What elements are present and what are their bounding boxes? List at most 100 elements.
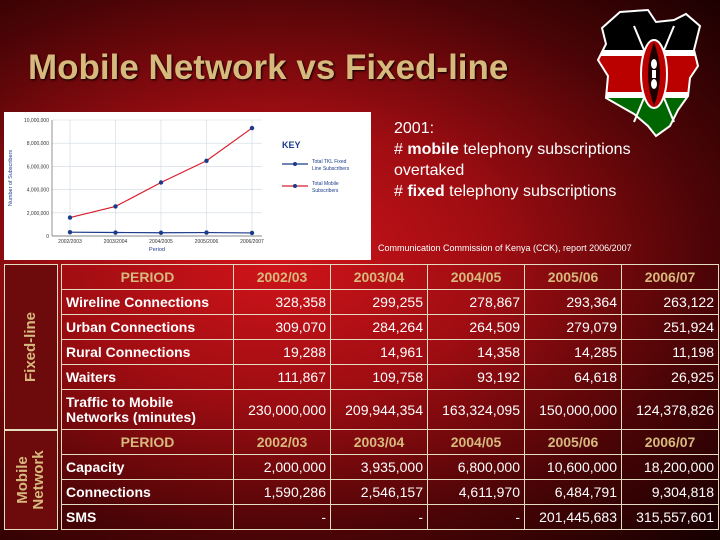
table-cell: 263,122	[621, 289, 719, 315]
table-cell: 201,445,683	[524, 504, 622, 530]
row-label: Wireline Connections	[61, 289, 234, 315]
table-row: Waiters 111,867 109,758 93,192 64,618 26,925	[61, 364, 719, 390]
row-label: Rural Connections	[61, 339, 234, 365]
table-cell: 11,198	[621, 339, 719, 365]
table-cell: 279,079	[524, 314, 622, 340]
table-cell: 111,867	[233, 364, 331, 390]
mobile-network-label-text: Mobile Network	[14, 450, 47, 510]
statistics-table: PERIOD 2002/03 2003/04 2004/05 2005/06 2006/0…	[61, 264, 719, 530]
table-cell: -	[330, 504, 428, 530]
table-cell: 9,304,818	[621, 479, 719, 505]
x-tick-label: 2006/2007	[240, 239, 264, 245]
comparison-table: Fixed-line Mobile Network PERIOD 2002/03 20…	[4, 264, 719, 540]
row-label: Waiters	[61, 364, 234, 390]
note-prefix-1: #	[394, 141, 408, 158]
y-tick-label: 6,000,000	[27, 164, 49, 170]
period-column-header: 2006/07	[621, 264, 719, 290]
fixed-line-section-label: Fixed-line	[4, 264, 58, 430]
table-cell: 64,618	[524, 364, 622, 390]
period-column-header: 2002/03	[233, 264, 331, 290]
table-row: Capacity 2,000,000 3,935,000 6,800,000 10,60…	[61, 454, 719, 480]
table-row: Rural Connections 19,288 14,961 14,358 14,28…	[61, 339, 719, 365]
table-cell: 19,288	[233, 339, 331, 365]
row-label: SMS	[61, 504, 234, 530]
mobile-network-section-label: Mobile Network	[4, 430, 58, 530]
subscribers-chart: 0 2,000,000 4,000,000 6,000,000 8,000,000 10,…	[4, 112, 371, 260]
row-label: Connections	[61, 479, 234, 505]
fixed-line-label-text: Fixed-line	[22, 311, 39, 383]
table-cell: 251,924	[621, 314, 719, 340]
legend-marker	[293, 162, 297, 166]
period-column-header: 2005/06	[524, 264, 622, 290]
legend-label: Subscribers	[312, 188, 339, 194]
table-row: SMS - - -201,445,683 315,557,601	[61, 504, 719, 530]
kenya-flag-map-icon	[596, 8, 702, 138]
period-column-header: 2004/05	[427, 429, 525, 455]
mobile-header-row: PERIOD 2002/03 2003/04 2004/05 2005/06 2006/0…	[61, 429, 719, 455]
table-cell: 150,000,000	[524, 389, 622, 430]
note-year: 2001	[394, 120, 430, 137]
data-point	[67, 229, 73, 235]
table-cell: 328,358	[233, 289, 331, 315]
table-cell: 14,285	[524, 339, 622, 365]
data-point	[158, 180, 164, 185]
x-tick-label: 2005/2006	[195, 239, 219, 245]
table-cell: 1,590,286	[233, 479, 331, 505]
table-cell: 14,961	[330, 339, 428, 365]
legend-label: Line Subscribers	[312, 166, 350, 172]
x-tick-label: 2004/2005	[149, 239, 173, 245]
note-fixed: fixed	[407, 183, 445, 200]
legend-marker	[293, 184, 297, 188]
fixed-line-header-row: PERIOD 2002/03 2003/04 2004/05 2005/06 2006/0…	[61, 264, 719, 290]
data-point	[113, 230, 118, 235]
legend-label: Total Mobile	[312, 181, 339, 187]
table-cell: 2,000,000	[233, 454, 331, 480]
table-row: Traffic to Mobile Networks (minutes) 230,…	[61, 389, 719, 430]
table-row: Connections 1,590,286 2,546,157 4,611,970 6,…	[61, 479, 719, 505]
table-row: Wireline Connections 328,358 299,255 278,86…	[61, 289, 719, 315]
table-cell: -	[427, 504, 525, 530]
y-tick-label: 10,000,000	[24, 118, 49, 124]
slide-title: Mobile Network vs Fixed-line	[28, 48, 509, 87]
table-cell: 230,000,000	[233, 389, 331, 430]
table-cell: 284,264	[330, 314, 428, 340]
table-cell: 6,800,000	[427, 454, 525, 480]
note-prefix-3: #	[394, 183, 408, 200]
table-cell: 163,324,095	[427, 389, 525, 430]
x-tick-label: 2003/2004	[104, 239, 128, 245]
table-cell: 6,484,791	[524, 479, 622, 505]
table-cell: 26,925	[621, 364, 719, 390]
period-column-header: 2003/04	[330, 264, 428, 290]
row-label: Traffic to Mobile Networks (minutes)	[61, 389, 234, 430]
mobile-network-label-word: Network	[30, 450, 47, 510]
table-cell: 93,192	[427, 364, 525, 390]
period-column-header: 2003/04	[330, 429, 428, 455]
table-cell: 4,611,970	[427, 479, 525, 505]
table-cell: 3,935,000	[330, 454, 428, 480]
legend-title: KEY	[282, 140, 301, 150]
data-point	[204, 158, 209, 163]
data-point	[249, 230, 255, 236]
table-cell: 2,546,157	[330, 479, 428, 505]
period-column-header: 2005/06	[524, 429, 622, 455]
row-label: Urban Connections	[61, 314, 234, 340]
note-overtaked: overtaked	[394, 162, 465, 179]
note-line3-rest: telephony subscriptions	[444, 183, 617, 200]
data-point	[204, 230, 209, 235]
table-cell: 309,070	[233, 314, 331, 340]
mobile-overtake-note: 2001: # mobile telephony subscriptions o…	[394, 118, 714, 202]
table-cell: 10,600,000	[524, 454, 622, 480]
table-cell: 264,509	[427, 314, 525, 340]
y-axis-label: Number of Subscribers	[8, 150, 14, 206]
period-header: PERIOD	[61, 429, 234, 455]
table-cell: 278,867	[427, 289, 525, 315]
period-header: PERIOD	[61, 264, 234, 290]
table-cell: 109,758	[330, 364, 428, 390]
mobile-network-label-word: Mobile	[14, 456, 31, 504]
data-point	[67, 215, 73, 220]
table-cell: 209,944,354	[330, 389, 428, 430]
row-label: Capacity	[61, 454, 234, 480]
table-cell: 315,557,601	[621, 504, 719, 530]
table-cell: 18,200,000	[621, 454, 719, 480]
table-cell: 124,378,826	[621, 389, 719, 430]
